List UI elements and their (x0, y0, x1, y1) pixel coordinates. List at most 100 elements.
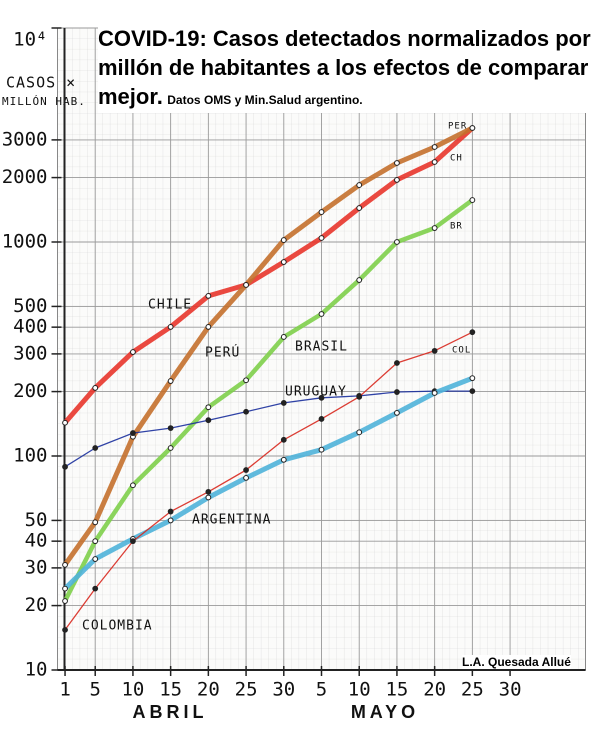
x-tick-label: 15 (385, 679, 408, 701)
data-point (167, 517, 174, 524)
data-point (205, 417, 212, 424)
data-point (243, 408, 249, 415)
series-line (62, 125, 475, 426)
y-label: MILLÓN HAB. (2, 95, 86, 108)
data-point (205, 404, 212, 411)
data-point (62, 561, 68, 568)
data-point (167, 508, 174, 515)
data-point (394, 239, 400, 245)
month-label: MAYO (351, 702, 419, 722)
y-tick-label: 3000 (2, 128, 48, 150)
series-label: PERÚ (205, 345, 240, 361)
series-line (64, 390, 474, 468)
data-point (243, 475, 249, 481)
data-point (469, 125, 476, 131)
y-tick-label: 1000 (2, 231, 48, 253)
data-point (92, 445, 99, 451)
data-point (280, 456, 287, 463)
y-tick-label: 300 (13, 342, 47, 364)
data-point (167, 378, 174, 384)
data-point (431, 144, 438, 150)
data-point (356, 182, 363, 188)
x-tick-label: 10 (121, 679, 144, 701)
data-point (92, 585, 99, 592)
month-label: ABRIL (133, 702, 208, 722)
data-point (167, 324, 174, 330)
data-point (394, 360, 400, 366)
data-point (318, 416, 325, 422)
data-point (318, 209, 325, 215)
data-point (318, 446, 325, 453)
series-label: COLOMBIA (82, 619, 153, 634)
data-point (318, 311, 325, 317)
data-point (469, 197, 476, 203)
data-point (431, 225, 438, 231)
data-point (394, 177, 400, 183)
data-point (318, 235, 325, 241)
data-point (62, 419, 68, 426)
title-box: COVID-19: Casos detectados normalizados … (98, 26, 598, 113)
data-point (394, 410, 400, 416)
data-point (92, 519, 99, 526)
chart-title: COVID-19: Casos detectados normalizados … (98, 26, 591, 109)
series-label: CHILE (148, 298, 192, 313)
x-tick-label: 25 (235, 679, 258, 701)
data-point (431, 159, 438, 165)
data-point (469, 375, 476, 382)
data-point (130, 538, 136, 545)
x-tick-label: 15 (159, 679, 182, 701)
data-point (280, 237, 287, 243)
y-tick-label: 400 (13, 316, 47, 338)
x-tick-label: 30 (272, 679, 295, 701)
x-tick-label: 10 (348, 679, 371, 701)
x-tick-label: 5 (89, 679, 100, 701)
data-point (469, 388, 476, 395)
y-tick-label: 200 (13, 380, 47, 402)
data-point (243, 282, 249, 288)
y-tick-label: 2000 (2, 166, 48, 188)
data-point (62, 626, 68, 633)
data-point (318, 394, 325, 401)
y-tick-label: 20 (25, 594, 48, 616)
series-end-label: BR (450, 222, 463, 232)
y-tick-label: 50 (25, 509, 48, 531)
data-point (243, 377, 249, 384)
x-tick-label: 25 (461, 679, 484, 701)
data-point (92, 385, 99, 391)
data-point (62, 598, 68, 604)
x-tick-label: 5 (316, 679, 327, 701)
y-tick-label: 10⁴ (13, 29, 47, 51)
data-point (92, 556, 99, 562)
x-tick-label: 20 (197, 679, 220, 701)
series-end-label: CH (450, 154, 463, 164)
data-point (280, 259, 287, 265)
x-tick-label: 1 (59, 679, 70, 701)
series-end-label: COL (452, 346, 471, 356)
data-point (280, 436, 287, 443)
data-point (205, 324, 212, 330)
data-point (205, 292, 212, 299)
data-point (431, 347, 438, 354)
y-tick-label: 10 (25, 659, 48, 681)
y-tick-label: 30 (25, 556, 48, 578)
series-line (62, 197, 475, 604)
data-point (130, 482, 136, 489)
data-point (356, 205, 363, 211)
data-point (356, 393, 363, 400)
data-point (130, 349, 136, 355)
data-point (62, 585, 68, 592)
data-point (356, 277, 363, 283)
x-tick-label: 20 (423, 679, 446, 701)
series-label: BRASIL (295, 340, 348, 355)
data-point (205, 488, 212, 495)
data-point (280, 334, 287, 340)
author: L.A. Quesada Allué (462, 655, 571, 669)
data-point (469, 329, 476, 336)
data-point (92, 538, 99, 545)
data-point (280, 400, 287, 406)
series-label: ARGENTINA (192, 513, 271, 528)
data-point (62, 463, 68, 470)
data-point (130, 430, 136, 436)
